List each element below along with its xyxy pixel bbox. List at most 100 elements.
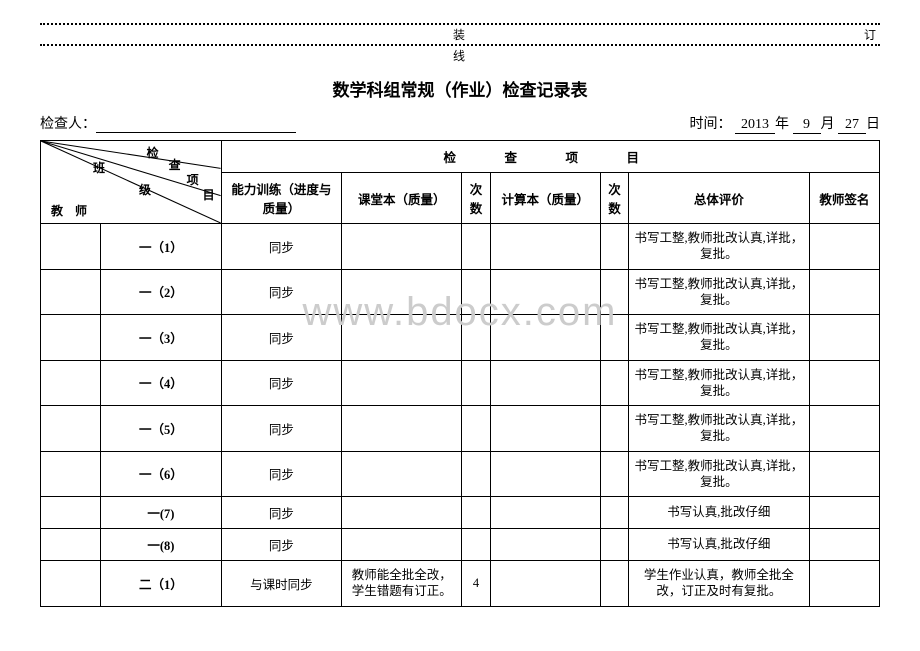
col-count2: 次数 [600,173,628,224]
sign-cell[interactable] [809,406,879,452]
calc-cell [490,451,600,497]
document-title: 数学科组常规（作业）检查记录表 [40,76,880,101]
corner-check: 检 [147,144,159,161]
binding-left: 装 [453,28,467,42]
progress-cell: 与课时同步 [221,561,341,607]
table-row: 一（2）同步 书写工整,教师批改认真,详批，复批。 [41,269,880,315]
progress-cell: 同步 [221,315,341,361]
sign-cell[interactable] [809,529,879,561]
progress-cell: 同步 [221,406,341,452]
count2-cell [600,497,628,529]
col-eval: 总体评价 [629,173,810,224]
count1-cell [462,497,490,529]
corner-ji: 级 [139,181,151,198]
sign-cell[interactable] [809,269,879,315]
count2-cell [600,224,628,270]
progress-cell: 同步 [221,360,341,406]
count2-cell [600,451,628,497]
inspector-value[interactable] [96,115,296,133]
class-cell: 一(8) [101,529,221,561]
corner-mu: 目 [203,186,215,203]
count2-cell [600,529,628,561]
table-row: 二（1）与课时同步教师能全批全改，学生错题有订正。4学生作业认真，教师全批全改，… [41,561,880,607]
class-cell: 二（1） [101,561,221,607]
class-cell: 一（2） [101,269,221,315]
calc-cell [490,315,600,361]
notebook-cell [342,529,462,561]
day-unit: 日 [866,117,880,132]
calc-cell [490,224,600,270]
teacher-cell [41,315,101,361]
eval-cell: 书写工整,教师批改认真,详批，复批。 [629,451,810,497]
sign-cell[interactable] [809,224,879,270]
notebook-cell [342,269,462,315]
teacher-cell [41,224,101,270]
progress-cell: 同步 [221,269,341,315]
inspection-table: 检 查 项 目 班 级 教 师 检 查 项 目 能力训练（进度与质量） 课堂本（… [40,140,880,607]
count2-cell [600,360,628,406]
count2-cell [600,269,628,315]
col-progress: 能力训练（进度与质量） [221,173,341,224]
class-cell: 一(7) [101,497,221,529]
count1-cell [462,406,490,452]
corner-xiang: 项 [187,171,199,188]
binding-right: 订 [864,26,878,43]
table-row: 一（4）同步书写工整,教师批改认真,详批，复批。 [41,360,880,406]
table-row: 一（6）同步 书写工整,教师批改认真,详批，复批。 [41,451,880,497]
teacher-cell [41,529,101,561]
table-row: 一（3）同步 书写工整,教师批改认真,详批，复批。 [41,315,880,361]
teacher-cell [41,561,101,607]
table-row: 一(7)同步 书写认真,批改仔细 [41,497,880,529]
teacher-cell [41,360,101,406]
year-value: 2013 [735,117,775,134]
notebook-cell [342,497,462,529]
corner-teacher: 教 师 [51,202,87,219]
notebook-cell [342,451,462,497]
class-cell: 一（4） [101,360,221,406]
progress-cell: 同步 [221,497,341,529]
calc-cell [490,529,600,561]
eval-cell: 书写工整,教师批改认真,详批，复批。 [629,315,810,361]
eval-cell: 书写工整,教师批改认真,详批，复批。 [629,224,810,270]
calc-cell [490,561,600,607]
count1-cell [462,224,490,270]
teacher-cell [41,497,101,529]
sign-cell[interactable] [809,561,879,607]
time-label: 时间： [690,117,732,132]
eval-cell: 书写工整,教师批改认真,详批，复批。 [629,406,810,452]
eval-cell: 书写工整,教师批改认真,详批，复批。 [629,269,810,315]
sign-cell[interactable] [809,497,879,529]
col-notebook: 课堂本（质量） [342,173,462,224]
eval-cell: 学生作业认真，教师全批全改，订正及时有复批。 [629,561,810,607]
notebook-cell [342,224,462,270]
sign-cell[interactable] [809,451,879,497]
count1-cell [462,315,490,361]
eval-cell: 书写认真,批改仔细 [629,529,810,561]
sign-cell[interactable] [809,315,879,361]
class-cell: 一（3） [101,315,221,361]
calc-cell [490,269,600,315]
count2-cell [600,315,628,361]
progress-cell: 同步 [221,224,341,270]
table-row: 一（1）同步书写工整,教师批改认真,详批，复批。 [41,224,880,270]
eval-cell: 书写认真,批改仔细 [629,497,810,529]
month-unit: 月 [821,117,835,132]
progress-cell: 同步 [221,451,341,497]
day-value: 27 [838,117,866,134]
count1-cell [462,360,490,406]
time-field: 时间： 2013年 9月 27日 [690,113,881,134]
inspector-field: 检查人： [40,113,296,134]
binding-bottom: 线 [453,49,467,63]
corner-cha: 查 [169,156,181,173]
section-header: 检 查 项 目 [221,141,879,173]
count2-cell [600,406,628,452]
month-value: 9 [793,117,821,134]
notebook-cell [342,315,462,361]
teacher-cell [41,451,101,497]
class-cell: 一（6） [101,451,221,497]
teacher-cell [41,406,101,452]
count1-cell [462,529,490,561]
notebook-cell [342,406,462,452]
calc-cell [490,497,600,529]
sign-cell[interactable] [809,360,879,406]
